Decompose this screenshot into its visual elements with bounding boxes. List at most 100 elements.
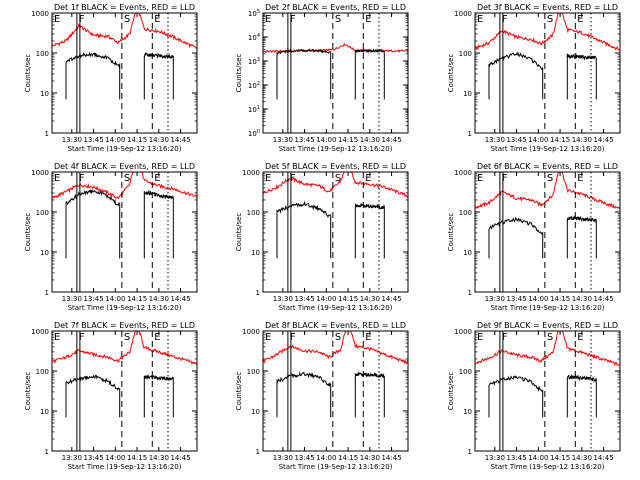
y-tick-label: 101	[248, 105, 260, 114]
x-tick-label: 14:15	[127, 454, 147, 462]
lld-series-line	[51, 330, 198, 366]
events-series-line	[65, 374, 121, 418]
marker-label: E	[154, 14, 160, 25]
panel-title: Det 6f BLACK = Events, RED = LLD	[477, 162, 618, 171]
detector-panel-9: Det 9f BLACK = Events, RED = LLD 1 10 100 10…	[447, 321, 621, 471]
lld-series-line	[474, 330, 621, 367]
x-tick-label: 13:45	[294, 295, 314, 303]
x-tick-label: 14:00	[105, 136, 125, 144]
x-tick-label: 14:45	[170, 454, 190, 462]
x-tick-label: 13:45	[294, 454, 314, 462]
x-tick-label: 14:30	[572, 295, 592, 303]
x-tick-label: 13:45	[506, 136, 526, 144]
y-tick-label: 10	[40, 90, 49, 98]
x-tick-label: 13:45	[506, 454, 526, 462]
events-series-line	[488, 51, 544, 100]
y-tick-label: 10	[40, 249, 49, 257]
events-series-line	[566, 52, 597, 100]
y-tick-label: 1	[45, 448, 49, 456]
y-tick-label: 100	[459, 209, 472, 217]
x-tick-label: 13:30	[485, 136, 505, 144]
x-tick-label: 14:45	[593, 136, 613, 144]
marker-label: F	[502, 14, 508, 25]
x-axis-label: Start Time (19-Sep-12 13:16:20)	[68, 463, 182, 471]
marker-label: E	[265, 173, 271, 184]
events-series-line	[566, 215, 597, 259]
y-tick-label: 1	[45, 130, 49, 138]
x-tick-label: 13:30	[273, 295, 293, 303]
events-series-line	[276, 200, 332, 259]
detector-panel-3: Det 3f BLACK = Events, RED = LLD 1 10 100 10…	[447, 3, 621, 153]
detector-panel-5: Det 5f BLACK = Events, RED = LLD 1 10 100 10…	[235, 162, 409, 312]
marker-label: E	[477, 173, 483, 184]
plot-frame	[262, 330, 409, 452]
x-axis-label: Start Time (19-Sep-12 13:16:20)	[68, 304, 182, 312]
panel-title: Det 2f BLACK = Events, RED = LLD	[265, 3, 406, 12]
y-tick-label: 1000	[454, 328, 472, 336]
y-tick-label: 100	[459, 368, 472, 376]
y-tick-label: 10	[251, 408, 260, 416]
marker-label: E	[54, 332, 60, 343]
plot-frame	[262, 12, 409, 134]
lld-series-line	[474, 12, 621, 51]
y-axis-label: Counts/sec	[24, 54, 32, 93]
y-tick-label: 100	[247, 209, 260, 217]
events-series-line	[354, 371, 385, 418]
events-series-line	[276, 48, 332, 100]
x-axis-label: Start Time (19-Sep-12 13:16:20)	[279, 145, 393, 153]
panel-title: Det 9f BLACK = Events, RED = LLD	[477, 321, 618, 330]
y-tick-label: 1000	[31, 169, 49, 177]
y-tick-label: 1000	[242, 169, 260, 177]
y-tick-label: 10	[251, 249, 260, 257]
detector-panel-8: Det 8f BLACK = Events, RED = LLD 1 10 100 10…	[235, 321, 409, 471]
y-tick-label: 10	[463, 90, 472, 98]
x-tick-label: 14:15	[550, 136, 570, 144]
x-tick-label: 14:45	[593, 454, 613, 462]
x-tick-label: 14:00	[105, 295, 125, 303]
y-tick-label: 1000	[31, 10, 49, 18]
marker-label: E	[365, 14, 371, 25]
lld-series-line	[262, 171, 409, 198]
plot-frame	[474, 171, 621, 293]
events-series-line	[488, 216, 544, 259]
x-tick-label: 14:15	[338, 454, 358, 462]
x-tick-label: 13:30	[62, 454, 82, 462]
marker-label: E	[477, 332, 483, 343]
x-axis-label: Start Time (19-Sep-12 13:16:20)	[491, 145, 605, 153]
x-tick-label: 14:30	[149, 136, 169, 144]
panel-title: Det 5f BLACK = Events, RED = LLD	[265, 162, 406, 171]
y-tick-label: 1	[468, 289, 472, 297]
detector-panel-7: Det 7f BLACK = Events, RED = LLD 1 10 100 10…	[24, 321, 198, 471]
marker-label: E	[154, 173, 160, 184]
x-tick-label: 14:30	[572, 454, 592, 462]
marker-label: E	[577, 14, 583, 25]
plot-frame	[51, 171, 198, 293]
x-tick-label: 14:30	[149, 454, 169, 462]
x-tick-label: 13:30	[62, 295, 82, 303]
events-series-line	[566, 373, 597, 418]
marker-label: S	[124, 332, 130, 343]
x-tick-label: 14:15	[550, 295, 570, 303]
x-tick-label: 13:30	[273, 136, 293, 144]
marker-label: E	[577, 173, 583, 184]
marker-label: E	[265, 14, 271, 25]
lld-series-line	[262, 330, 409, 365]
marker-label: S	[547, 173, 553, 184]
events-series-line	[354, 202, 385, 259]
plot-frame	[51, 12, 198, 134]
marker-label: E	[154, 332, 160, 343]
x-tick-label: 13:30	[62, 136, 82, 144]
x-tick-label: 14:00	[316, 295, 336, 303]
marker-label: F	[290, 332, 296, 343]
y-tick-label: 1000	[454, 169, 472, 177]
lld-series-line	[474, 171, 621, 210]
panel-title: Det 4f BLACK = Events, RED = LLD	[54, 162, 195, 171]
y-tick-label: 1000	[242, 328, 260, 336]
x-tick-label: 14:00	[105, 454, 125, 462]
events-series-line	[65, 189, 121, 259]
marker-label: S	[335, 173, 341, 184]
marker-label: S	[335, 332, 341, 343]
y-axis-label: Counts/sec	[447, 54, 455, 93]
y-tick-label: 100	[36, 368, 49, 376]
